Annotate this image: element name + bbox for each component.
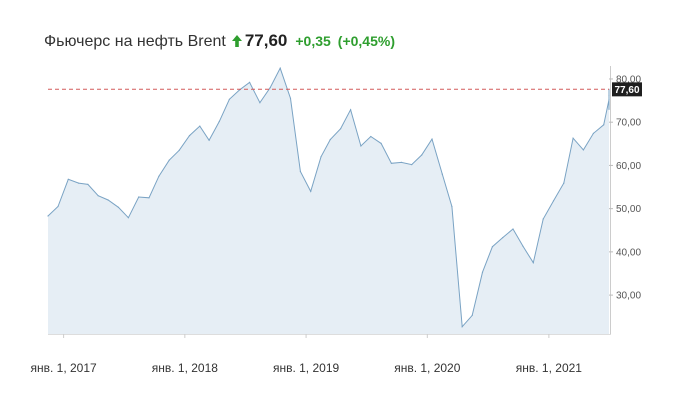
- data-point: [310, 190, 312, 192]
- data-point: [148, 197, 150, 199]
- data-point: [249, 81, 251, 83]
- data-point: [431, 138, 433, 140]
- y-tick-label: 50,00: [616, 204, 641, 215]
- y-tick-label: 80,00: [616, 74, 641, 85]
- data-point: [522, 245, 524, 247]
- data-point: [461, 326, 463, 328]
- x-tick-label: янв. 1, 2020: [394, 361, 461, 375]
- data-point: [138, 196, 140, 198]
- data-point: [259, 102, 261, 104]
- data-point: [78, 182, 80, 184]
- data-point: [532, 262, 534, 264]
- data-point: [228, 98, 230, 100]
- data-point: [329, 138, 331, 141]
- data-point: [107, 199, 109, 201]
- data-point: [608, 108, 610, 110]
- data-point: [57, 205, 59, 208]
- y-tick-label: 30,00: [616, 291, 641, 302]
- price-series-line: [47, 66, 610, 328]
- data-point: [178, 149, 180, 151]
- y-tick-label: 40,00: [616, 247, 641, 258]
- data-point: [320, 156, 322, 158]
- data-point: [340, 128, 342, 130]
- data-point: [471, 314, 473, 316]
- data-point: [603, 124, 605, 126]
- data-point: [441, 173, 443, 175]
- data-point: [380, 142, 382, 144]
- data-point: [269, 87, 271, 89]
- data-point: [350, 109, 352, 111]
- last-price-badge-label: 77,60: [614, 85, 639, 96]
- data-point: [572, 137, 574, 139]
- data-point: [481, 271, 484, 273]
- data-point: [208, 139, 210, 141]
- data-point: [188, 135, 191, 137]
- last-price-badge: [612, 82, 642, 97]
- last-price: 77,60: [244, 31, 288, 50]
- data-point: [117, 206, 119, 208]
- data-point: [542, 218, 544, 220]
- up-arrow-icon: [231, 34, 242, 52]
- y-tick-label: 60,00: [616, 161, 641, 172]
- y-axis-line: [610, 66, 611, 334]
- price-change: +0,35: [295, 33, 331, 49]
- data-point: [552, 200, 555, 202]
- price-area-fill: [48, 68, 609, 334]
- data-point: [608, 94, 610, 96]
- data-point: [370, 135, 372, 138]
- data-point: [592, 132, 595, 134]
- data-point: [279, 67, 281, 69]
- x-tick-label: янв. 1, 2017: [31, 361, 98, 375]
- x-tick-label: янв. 1, 2021: [516, 361, 583, 375]
- data-point: [158, 175, 160, 177]
- data-point: [360, 145, 362, 147]
- instrument-title: Фьючерс на нефть Brent: [44, 33, 226, 50]
- data-point: [411, 164, 413, 166]
- data-point: [491, 246, 493, 248]
- y-tick-label: 70,00: [616, 118, 641, 129]
- data-point: [168, 159, 170, 161]
- data-point: [289, 97, 292, 99]
- data-point: [67, 178, 69, 180]
- data-point: [47, 215, 49, 217]
- data-point: [87, 183, 89, 185]
- data-point: [421, 154, 423, 156]
- data-point: [127, 217, 129, 219]
- data-point: [199, 125, 201, 127]
- x-tick-label: янв. 1, 2018: [152, 361, 219, 375]
- quote-header: Фьючерс на нефть Brent 77,60 +0,35 (+0,4…: [44, 31, 395, 51]
- data-point: [563, 182, 565, 184]
- data-point: [97, 195, 99, 197]
- data-point: [582, 149, 585, 151]
- data-point: [502, 237, 504, 239]
- data-point: [451, 205, 453, 208]
- data-point: [218, 120, 220, 122]
- data-point: [400, 161, 402, 163]
- data-point: [608, 99, 610, 101]
- price-change-percent: (+0,45%): [337, 33, 395, 49]
- data-point: [299, 170, 301, 173]
- data-point: [390, 162, 392, 164]
- x-axis-line: [48, 334, 611, 335]
- data-point: [512, 228, 514, 230]
- x-tick-label: янв. 1, 2019: [273, 361, 340, 375]
